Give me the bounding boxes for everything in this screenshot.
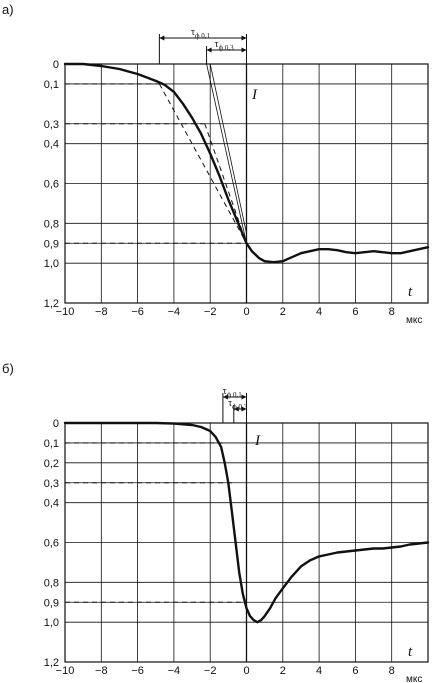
x-unit-a: мкс <box>406 315 422 326</box>
x-variable-b: t <box>408 644 413 660</box>
tau-subscript: ф 0,3 <box>232 403 248 411</box>
tangent-dashed-0-3 <box>204 123 247 244</box>
x-tick-label: 2 <box>280 306 286 318</box>
y-tick-label: 0,6 <box>44 179 59 191</box>
x-tick-labels-a: −10 −8 −6 −4 −2 0 2 4 6 8 <box>56 306 395 318</box>
y-tick-label: 0 <box>53 418 59 430</box>
tau-label: τф 0,3 <box>228 398 248 411</box>
x-tick-label: −2 <box>204 306 217 318</box>
tangent-dashed-0-1 <box>158 83 247 244</box>
x-tick-label: −6 <box>131 306 144 318</box>
x-variable-a: t <box>408 284 413 300</box>
chart-panel-a: а) τф 0,1τф 0,3 −10 −8 −6 −4 −2 0 2 4 6 8 0 0,1 0,3… <box>2 2 430 326</box>
y-tick-label: 0,3 <box>44 119 59 131</box>
tau-arrow-left <box>206 47 212 53</box>
x-tick-label: 0 <box>243 665 249 677</box>
y-tick-label: 0,2 <box>44 458 59 470</box>
y-tick-labels-a: 0 0,1 0,3 0,4 0,6 0,8 0,9 1,0 1,2 <box>44 59 59 310</box>
tau-arrow-left <box>233 406 239 412</box>
y-tick-label: 0,9 <box>44 597 59 609</box>
data-curve-line <box>63 62 430 264</box>
x-tick-label: 8 <box>389 306 395 318</box>
tangent-solid-b <box>209 63 247 234</box>
tangent-solid-a <box>206 63 247 244</box>
grid-b <box>64 422 429 663</box>
curve-b <box>63 421 430 624</box>
y-tick-label: 0,3 <box>44 478 59 490</box>
panel-label-a: а) <box>2 2 14 17</box>
y-tick-label: 1,0 <box>44 617 59 629</box>
x-tick-label: 6 <box>352 665 358 677</box>
grid-a <box>64 63 429 304</box>
dashed-levels-a <box>65 83 247 244</box>
x-tick-label: 8 <box>389 665 395 677</box>
panel-label-b: б) <box>2 361 14 376</box>
y-tick-label: 0,8 <box>44 577 59 589</box>
x-tick-label: 2 <box>280 665 286 677</box>
y-tick-label: 0,1 <box>44 438 59 450</box>
tau-arrow-left <box>222 394 228 400</box>
y-tick-label: 0,8 <box>44 218 59 230</box>
tau-arrow-left <box>159 35 165 41</box>
data-curve-line <box>63 421 430 624</box>
curve-a <box>63 62 430 264</box>
curve-label-a: I <box>251 87 258 103</box>
dashed-levels-b <box>65 442 247 603</box>
y-tick-label: 0,4 <box>44 498 59 510</box>
chart-panel-b: б) τф 0,1τф 0,3 −10 −8 −6 −4 −2 0 2 4 6 8 0 0,1 0,2… <box>2 361 430 683</box>
x-tick-label: −4 <box>168 665 181 677</box>
tangent-lines-a <box>158 63 247 244</box>
x-tick-label: −10 <box>56 306 75 318</box>
x-tick-label: 0 <box>243 306 249 318</box>
y-tick-label: 0,6 <box>44 538 59 550</box>
x-tick-label: −8 <box>95 306 108 318</box>
tau-subscript: ф 0,1 <box>227 391 243 399</box>
tau-subscript: ф 0,3 <box>219 44 235 52</box>
tau-arrow-right <box>241 406 247 412</box>
tau-arrow-right <box>241 394 247 400</box>
y-tick-labels-b: 0 0,1 0,2 0,3 0,4 0,6 0,8 0,9 1,0 1,2 <box>44 418 59 669</box>
annotations-a: τф 0,1τф 0,3 <box>158 27 247 64</box>
tau-arrow-right <box>241 47 247 53</box>
x-tick-labels-b: −10 −8 −6 −4 −2 0 2 4 6 8 <box>56 665 395 677</box>
x-unit-b: мкс <box>406 674 422 683</box>
tau-arrow-right <box>241 35 247 41</box>
x-tick-label: −4 <box>168 306 181 318</box>
curve-label-b: I <box>254 433 261 449</box>
x-tick-label: −8 <box>95 665 108 677</box>
y-tick-label: 0,4 <box>44 139 59 151</box>
y-tick-label: 1,2 <box>44 657 59 669</box>
x-tick-label: 4 <box>316 306 322 318</box>
x-tick-label: 6 <box>352 306 358 318</box>
x-tick-label: −2 <box>204 665 217 677</box>
y-tick-label: 0 <box>53 59 59 71</box>
x-tick-label: −6 <box>131 665 144 677</box>
annotations-b: τф 0,1τф 0,3 <box>222 386 248 423</box>
y-tick-label: 1,2 <box>44 298 59 310</box>
tau-subscript: ф 0,1 <box>195 32 211 40</box>
y-tick-label: 1,0 <box>44 258 59 270</box>
x-tick-label: 4 <box>316 665 322 677</box>
y-tick-label: 0,9 <box>44 238 59 250</box>
y-tick-label: 0,1 <box>44 79 59 91</box>
x-tick-label: −10 <box>56 665 75 677</box>
